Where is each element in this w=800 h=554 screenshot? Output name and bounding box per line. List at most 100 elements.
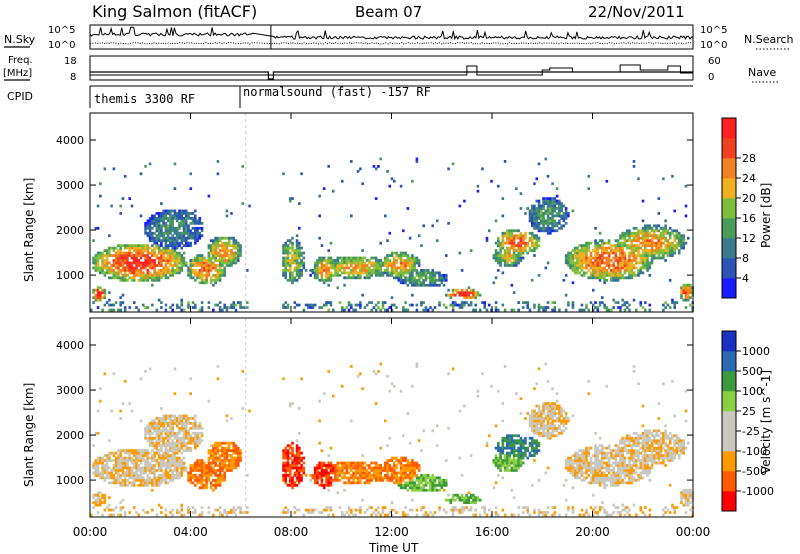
- power-cell: [194, 278, 197, 282]
- power-cell: [420, 303, 423, 307]
- power-cell: [155, 271, 159, 275]
- velocity-cell: [218, 513, 222, 517]
- velocity-cell: [137, 474, 141, 477]
- power-cell: [155, 264, 159, 267]
- velocity-cell: [132, 466, 136, 470]
- velocity-cell: [198, 476, 202, 480]
- power-cell: [558, 199, 561, 203]
- power-cell: [157, 217, 161, 220]
- power-cell: [499, 261, 502, 265]
- power-cell: [684, 291, 688, 295]
- power-cell: [474, 291, 477, 295]
- power-cell: [374, 269, 378, 272]
- power-cell: [508, 236, 511, 240]
- velocity-cell: [121, 506, 125, 509]
- power-cell: [300, 269, 303, 272]
- power-cell: [160, 264, 163, 267]
- velocity-cell: [230, 469, 233, 472]
- velocity-cell: [322, 486, 326, 490]
- velocity-cell: [162, 456, 165, 460]
- power-cell: [381, 264, 385, 267]
- velocity-cell: [463, 506, 466, 509]
- velocity-cell: [155, 459, 159, 462]
- power-cell: [101, 264, 104, 267]
- power-cell: [675, 241, 679, 245]
- power-cell: [146, 251, 150, 255]
- velocity-cell: [180, 436, 184, 440]
- power-cell: [101, 291, 104, 295]
- velocity-cell: [399, 466, 403, 470]
- power-cell: [359, 269, 362, 272]
- velocity-cell: [94, 471, 98, 475]
- power-cell: [605, 179, 609, 183]
- freq-label: Freq.: [8, 55, 33, 66]
- velocity-cell: [175, 431, 179, 435]
- velocity-cell: [144, 459, 147, 462]
- power-cell: [286, 256, 290, 260]
- velocity-cell: [209, 464, 213, 467]
- power-cell: [203, 259, 206, 262]
- power-cell: [399, 281, 403, 285]
- power-cell: [589, 264, 593, 267]
- power-cell: [196, 254, 199, 257]
- velocity-cell: [196, 481, 199, 485]
- power-cell: [594, 226, 597, 230]
- velocity-cell: [200, 466, 204, 470]
- power-cell: [641, 254, 645, 257]
- power-cell: [646, 254, 649, 257]
- velocity-cell: [132, 461, 136, 465]
- power-cell: [549, 212, 552, 215]
- power-cell: [415, 160, 419, 163]
- power-cell: [178, 251, 181, 255]
- velocity-cell: [236, 446, 240, 450]
- power-cell: [395, 261, 398, 265]
- power-cell: [302, 256, 306, 260]
- power-cell: [472, 288, 475, 292]
- power-cell: [356, 276, 360, 280]
- velocity-cell: [146, 481, 150, 485]
- power-cell: [632, 226, 636, 230]
- velocity-cell: [101, 496, 104, 500]
- velocity-cell: [214, 456, 217, 460]
- power-cell: [236, 256, 240, 260]
- velocity-cell: [207, 511, 211, 514]
- power-cell: [551, 207, 554, 210]
- power-cell: [336, 264, 340, 267]
- power-cell: [311, 269, 315, 272]
- power-cell: [284, 249, 288, 252]
- velocity-cell: [169, 436, 172, 440]
- power-cell: [182, 259, 186, 262]
- power-cell: [551, 229, 554, 233]
- velocity-cell: [162, 471, 165, 475]
- power-cell: [128, 197, 132, 200]
- velocity-cell: [144, 471, 147, 475]
- power-cell: [637, 269, 640, 272]
- velocity-cell: [132, 464, 136, 467]
- velocity-cell: [151, 426, 154, 430]
- power-cell: [585, 303, 588, 307]
- velocity-cell: [481, 372, 484, 376]
- power-cell: [354, 259, 358, 262]
- power-cell: [377, 269, 380, 272]
- velocity-cell: [417, 476, 421, 480]
- power-cell: [132, 246, 136, 250]
- velocity-cell: [184, 419, 188, 423]
- power-cell: [291, 246, 294, 250]
- velocity-cell: [103, 501, 107, 505]
- power-cell: [666, 231, 670, 235]
- power-cell: [533, 224, 536, 228]
- power-cell: [551, 199, 554, 203]
- power-cell: [664, 236, 667, 240]
- power-cell: [573, 254, 577, 257]
- power-cell: [539, 207, 543, 210]
- velocity-cell: [142, 454, 145, 457]
- power-cell: [576, 269, 579, 272]
- power-cell: [160, 301, 163, 304]
- velocity-cell: [196, 459, 199, 462]
- power-cell: [354, 261, 358, 265]
- power-cell: [354, 269, 358, 272]
- power-cell: [415, 273, 419, 277]
- velocity-cell: [187, 511, 190, 514]
- velocity-cell: [157, 451, 161, 455]
- power-cell: [657, 234, 661, 238]
